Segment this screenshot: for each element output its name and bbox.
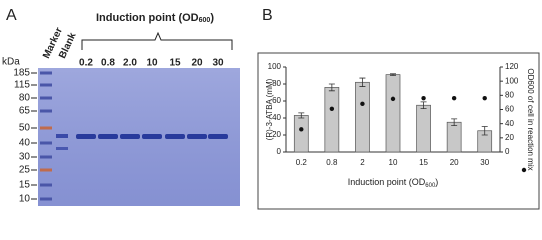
dot (299, 127, 304, 132)
protein-band (76, 134, 96, 139)
y-tick-label: 80 (272, 79, 281, 88)
title-end: ) (210, 12, 214, 24)
size-unit: kDa (2, 57, 20, 68)
figure: A Induction point (OD600) kDa18511580655… (2, 7, 540, 210)
chart-frame (257, 52, 540, 210)
y2-tick-label: 120 (505, 62, 519, 71)
bar (293, 115, 309, 153)
x-tick-label: 20 (450, 158, 459, 167)
y2-tick-label: 0 (505, 147, 510, 156)
size-label: 40 (19, 138, 31, 149)
dot (451, 95, 457, 101)
x-tick-label: 30 (480, 158, 489, 167)
x-tick-label: 0.8 (326, 158, 338, 167)
x-title-main: Induction point (OD (348, 177, 426, 187)
y-axis-title: (R)-3-ATBA (mM) (265, 78, 274, 140)
protein-band (187, 134, 207, 139)
blank-band (56, 147, 68, 150)
protein-band (208, 134, 228, 139)
x-title-end: ) (435, 177, 438, 187)
error-bar (390, 73, 396, 76)
error-bar (420, 101, 427, 110)
dot (390, 96, 396, 102)
size-label: 80 (19, 93, 31, 104)
bar (385, 74, 401, 153)
panel-label: A (6, 7, 17, 24)
y-tick-label: 60 (272, 96, 281, 105)
dot (360, 101, 365, 107)
error-bar (298, 112, 305, 119)
protein-band (165, 134, 185, 139)
lane-label: 20 (191, 58, 203, 69)
size-label: 15 (19, 180, 31, 191)
ladder-band (40, 155, 52, 159)
size-label: 30 (19, 152, 31, 163)
bar (416, 104, 431, 153)
bar (324, 87, 340, 153)
legend-dot (521, 167, 527, 173)
error-bar (451, 118, 458, 127)
size-label: 50 (19, 123, 31, 134)
size-label: 115 (14, 80, 30, 91)
chart: 0 20 40 60 80 100 0 20 40 60 80 100 120 (R)-3-ATBA (m… (265, 62, 535, 188)
ladder-band (40, 109, 52, 113)
y2-tick-label: 20 (505, 133, 514, 142)
dot (329, 106, 335, 111)
x-tick-label: 2 (360, 158, 365, 167)
panel-label: B (262, 7, 273, 24)
ladder-band (40, 183, 52, 187)
gel-title: Induction point (OD600) (96, 12, 214, 24)
ladder (40, 71, 228, 201)
protein-band (98, 134, 118, 139)
ladder-band (40, 168, 52, 172)
size-label: 185 (13, 68, 30, 79)
dot (482, 95, 487, 101)
y2-tick-label: 40 (505, 119, 514, 128)
protein-band (142, 134, 162, 139)
title-main: Induction point (OD (96, 12, 199, 24)
title-sub: 600 (199, 17, 211, 24)
x-tick-label: 15 (419, 158, 428, 167)
x-axis-title: Induction point (OD600) (348, 177, 439, 188)
y2-tick-label: 80 (505, 90, 514, 99)
ladder-band (40, 141, 52, 145)
bar (446, 121, 462, 153)
error-bar (328, 83, 335, 92)
y-tick-label: 100 (268, 62, 282, 71)
ladder-band (40, 83, 52, 87)
bracket (81, 31, 233, 50)
y-tick-label: 0 (277, 147, 282, 156)
blank-band (56, 134, 68, 138)
x-title-sub: 600 (425, 183, 436, 189)
y2-tick-label: 100 (505, 76, 519, 85)
lane-label: 0.8 (101, 58, 115, 69)
y-tick-label: 40 (272, 113, 281, 122)
lane-label: 30 (212, 58, 224, 69)
lane-label: 10 (146, 58, 158, 69)
size-label: 10 (19, 194, 31, 205)
lane-label: 15 (169, 58, 181, 69)
error-bar (481, 126, 488, 136)
size-label: 25 (19, 165, 31, 176)
ladder-band (40, 96, 52, 100)
y-tick-label: 20 (272, 130, 281, 139)
bar (355, 81, 370, 153)
size-label: 65 (19, 106, 31, 117)
lane-label: 0.2 (79, 58, 93, 69)
ladder-band (40, 197, 52, 201)
x-tick-label: 0.2 (296, 158, 308, 167)
x-tick-label: 10 (389, 158, 398, 167)
protein-band (120, 134, 140, 139)
dot (421, 95, 426, 101)
ladder-band (40, 71, 52, 75)
y2-axis-title: OD600 of cell in reaction mix (526, 68, 535, 170)
lane-label: 2.0 (123, 58, 137, 69)
y2-tick-label: 60 (505, 105, 514, 114)
ladder-band (40, 126, 52, 130)
error-bar (359, 77, 366, 87)
